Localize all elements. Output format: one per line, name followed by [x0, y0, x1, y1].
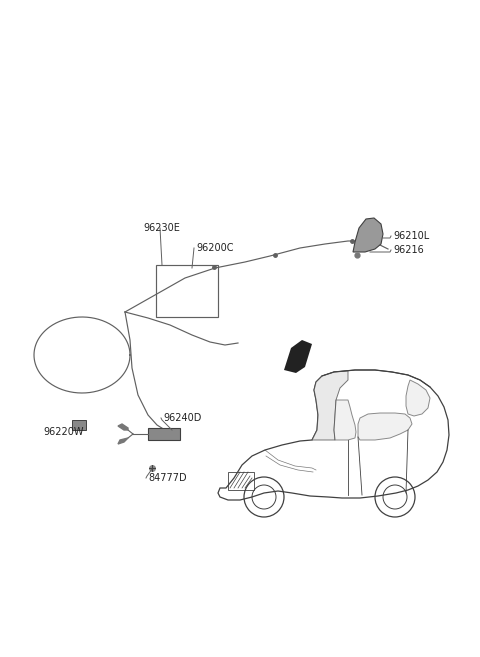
Bar [148, 428, 180, 440]
Bar [228, 472, 254, 490]
Text: 84777D: 84777D [148, 473, 187, 483]
Text: 96220W: 96220W [43, 427, 84, 437]
Polygon shape [406, 380, 430, 416]
Polygon shape [353, 218, 383, 252]
Text: 96240D: 96240D [163, 413, 202, 423]
Text: 96200C: 96200C [196, 243, 233, 253]
Text: 96216: 96216 [393, 245, 424, 255]
Polygon shape [312, 371, 348, 440]
Polygon shape [334, 400, 356, 440]
Bar [72, 420, 86, 430]
Text: 96230E: 96230E [144, 223, 180, 233]
Polygon shape [118, 424, 128, 430]
Polygon shape [358, 413, 412, 440]
Bar [156, 265, 218, 317]
Polygon shape [284, 340, 312, 373]
Text: 96210L: 96210L [393, 231, 429, 241]
Polygon shape [118, 438, 128, 444]
